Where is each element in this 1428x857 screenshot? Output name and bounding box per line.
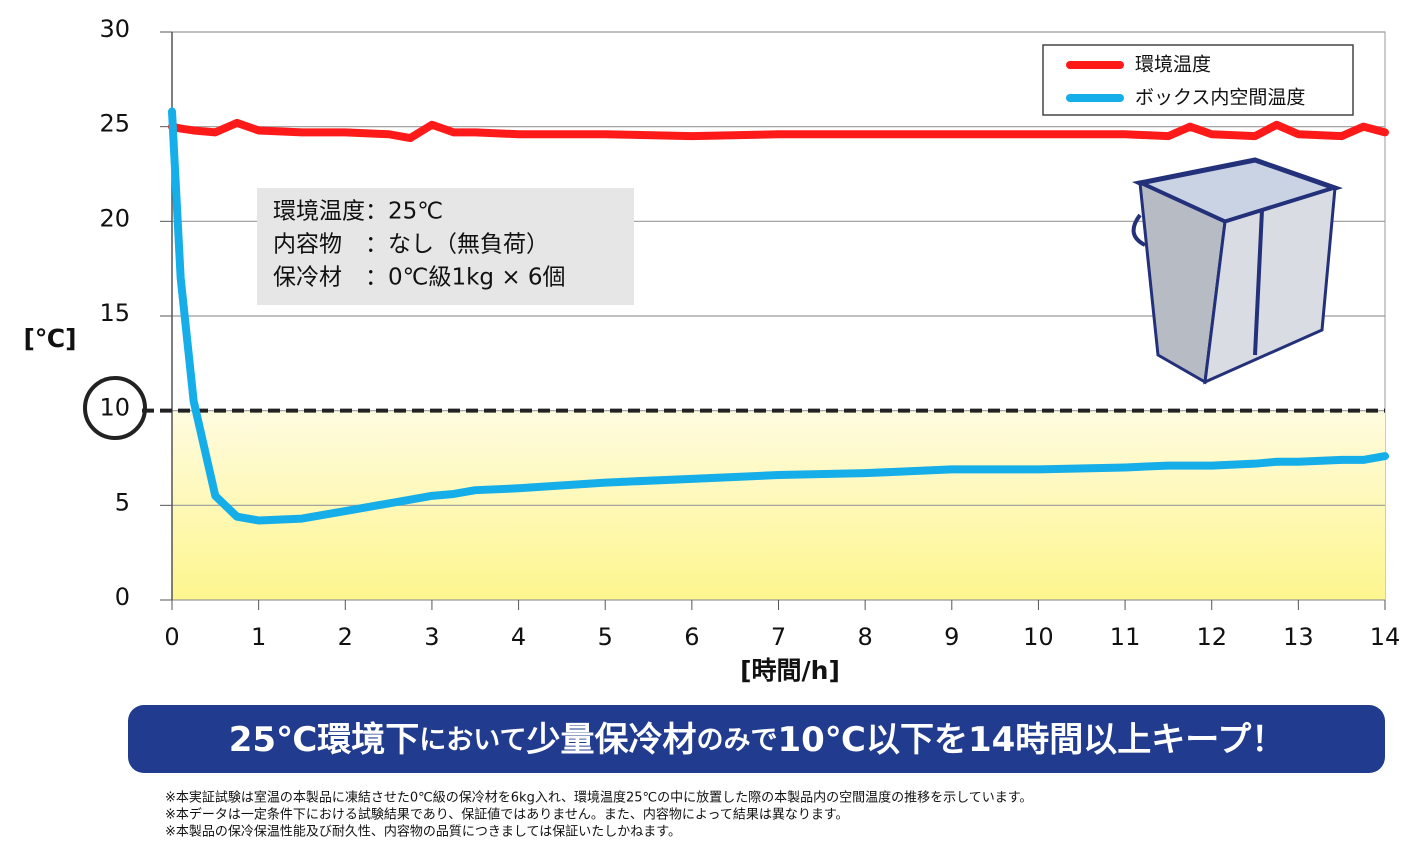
y-axis-label: [℃] xyxy=(23,324,76,353)
series-line xyxy=(168,118,1389,143)
legend-label: 環境温度 xyxy=(1135,54,1211,76)
x-axis-label: [時間/h] xyxy=(740,656,840,685)
y-tick-label: 5 xyxy=(115,488,130,516)
product-image xyxy=(1131,157,1343,385)
banner-text: 25℃環境下において少量保冷材のみで10℃以下を14時間以上キープ！ xyxy=(229,720,1285,760)
annotation: 環境温度：25℃ xyxy=(273,199,443,225)
x-tick-label: 3 xyxy=(424,623,439,651)
x-tick-label: 4 xyxy=(511,623,526,651)
banner-part: のみで xyxy=(696,725,777,756)
y-tick-label: 25 xyxy=(99,110,130,138)
banner-part: 少量保冷材 xyxy=(526,720,696,760)
banner xyxy=(128,705,1385,773)
annotation: 保冷材 ：0℃級1kg × 6個 xyxy=(273,265,566,291)
x-tick-label: 1 xyxy=(251,623,266,651)
x-tick-label: 6 xyxy=(684,623,699,651)
x-tick-label: 7 xyxy=(771,623,786,651)
x-tick-label: 9 xyxy=(944,623,959,651)
legend-label: ボックス内空間温度 xyxy=(1135,87,1305,109)
x-tick-label: 0 xyxy=(164,623,179,651)
note: ※本データは一定条件下における試験結果であり、保証値ではありません。また、内容物… xyxy=(165,807,849,823)
y-tick-label: 20 xyxy=(99,204,130,232)
y-tick-label: 30 xyxy=(99,15,130,43)
annotation-box xyxy=(257,188,634,305)
legend xyxy=(1042,44,1354,116)
x-tick-label: 12 xyxy=(1196,623,1227,651)
x-tick-label: 8 xyxy=(858,623,873,651)
y-tick-label: 10 xyxy=(99,394,130,422)
y-tick-label: 0 xyxy=(115,583,130,611)
y-tick-label: 15 xyxy=(99,299,130,327)
banner-part: において xyxy=(419,725,526,756)
note: ※本製品の保冷保温性能及び耐久性、内容物の品質につきましては保証いたしかねます。 xyxy=(165,824,681,840)
annotation: 内容物 ：なし（無負荷） xyxy=(273,232,549,258)
x-tick-label: 11 xyxy=(1110,623,1141,651)
banner-part: 10℃以下を14時間以上キープ！ xyxy=(777,720,1285,760)
x-tick-label: 2 xyxy=(338,623,353,651)
x-tick-label: 13 xyxy=(1283,623,1314,651)
series-line xyxy=(168,107,1389,525)
note: ※本実証試験は室温の本製品に凍結させた0℃級の保冷材を6kg入れ、環境温度25℃… xyxy=(165,790,1032,806)
highlight-circle xyxy=(83,376,147,440)
x-tick-label: 10 xyxy=(1023,623,1054,651)
x-tick-label: 14 xyxy=(1370,623,1401,651)
banner-part: 25℃環境下 xyxy=(229,720,420,760)
x-tick-label: 5 xyxy=(598,623,613,651)
